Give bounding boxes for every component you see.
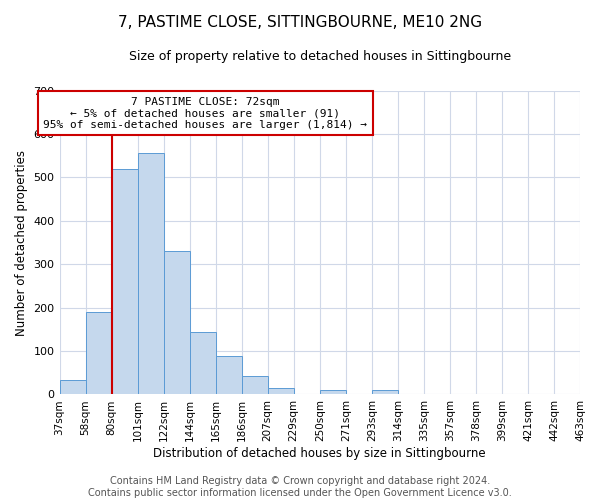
Bar [112, 168, 137, 394]
Bar [320, 390, 346, 394]
Text: 7 PASTIME CLOSE: 72sqm
← 5% of detached houses are smaller (91)
95% of semi-deta: 7 PASTIME CLOSE: 72sqm ← 5% of detached … [43, 96, 367, 130]
Bar [372, 390, 398, 394]
Bar [86, 312, 112, 394]
Bar [164, 251, 190, 394]
Bar [137, 152, 164, 394]
Bar [215, 356, 242, 395]
X-axis label: Distribution of detached houses by size in Sittingbourne: Distribution of detached houses by size … [154, 447, 486, 460]
Bar [242, 376, 268, 394]
Bar [268, 388, 294, 394]
Bar [59, 380, 86, 394]
Text: Contains HM Land Registry data © Crown copyright and database right 2024.
Contai: Contains HM Land Registry data © Crown c… [88, 476, 512, 498]
Y-axis label: Number of detached properties: Number of detached properties [15, 150, 28, 336]
Text: 7, PASTIME CLOSE, SITTINGBOURNE, ME10 2NG: 7, PASTIME CLOSE, SITTINGBOURNE, ME10 2N… [118, 15, 482, 30]
Title: Size of property relative to detached houses in Sittingbourne: Size of property relative to detached ho… [129, 50, 511, 63]
Bar [190, 332, 215, 394]
